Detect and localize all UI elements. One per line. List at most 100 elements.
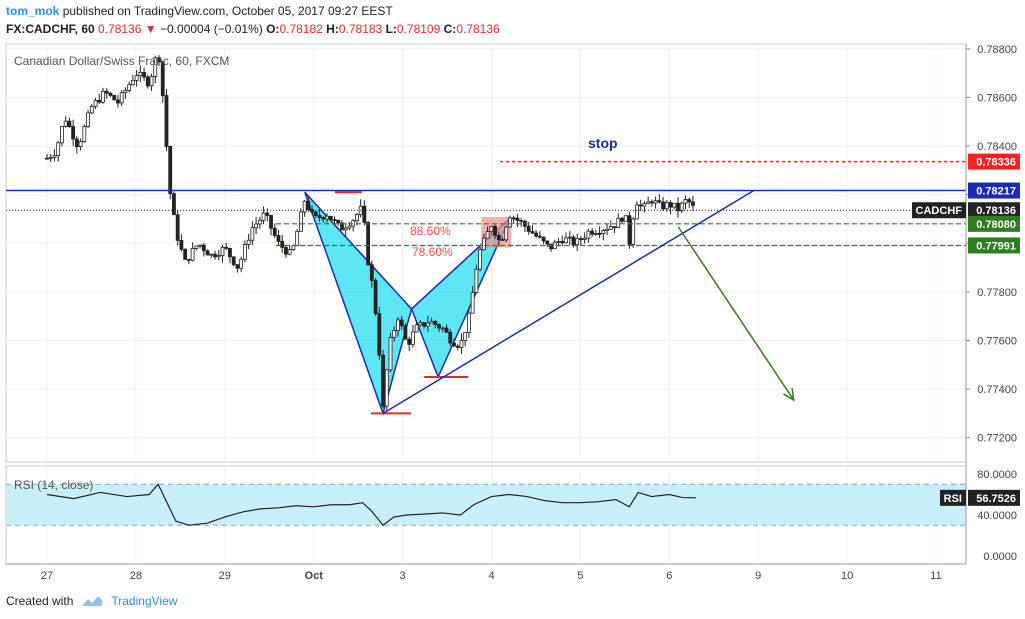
candle-body <box>657 200 662 203</box>
x-tick-label: Oct <box>305 570 324 582</box>
candle-body <box>418 322 423 326</box>
candle-body <box>224 246 229 249</box>
price-change: −0.00004 (−0.01%) <box>160 22 263 36</box>
candle-body <box>183 248 188 260</box>
candle-body <box>190 248 195 261</box>
candle-body <box>564 237 568 244</box>
candle-body <box>130 79 135 86</box>
candle-body <box>257 219 262 225</box>
last-price: 0.78136 <box>98 22 142 36</box>
candle-body <box>89 105 94 114</box>
tag-last: 0.78136 <box>976 205 1016 217</box>
candle-body <box>310 209 314 213</box>
candle-body <box>440 327 445 330</box>
tradingview-logo-icon <box>82 596 103 606</box>
created-with-text: Created with <box>6 594 74 608</box>
x-tick-label: 9 <box>755 570 761 582</box>
candle-body <box>623 215 628 222</box>
candle-body <box>336 219 341 224</box>
candle-body <box>325 215 329 220</box>
y-tick-label: 0.77400 <box>977 384 1017 396</box>
y-tick-label: 0.78400 <box>977 141 1017 153</box>
down-triangle-icon: ▼ <box>144 22 157 36</box>
candle-body <box>60 126 64 144</box>
tag-rsi: 56.7526 <box>976 493 1016 505</box>
candle-body <box>116 99 120 104</box>
tag-symbol: CADCHF <box>916 205 963 217</box>
candle-body <box>605 228 609 231</box>
x-tick-label: 11 <box>930 570 941 582</box>
candle-body <box>549 243 553 250</box>
high-label: H: <box>326 22 339 36</box>
candle-body <box>149 76 154 87</box>
candle-body <box>519 220 524 222</box>
tag-resistance-bg <box>968 182 1020 199</box>
candle-body <box>242 244 247 260</box>
candle-body <box>198 244 202 247</box>
fib-886-label: 88.60% <box>410 224 451 238</box>
candle-body <box>67 120 72 127</box>
tag-fib1: 0.78080 <box>976 219 1016 231</box>
candle-body <box>474 268 479 293</box>
candle-body <box>48 156 53 159</box>
candle-body <box>235 264 240 269</box>
candle-body <box>246 239 251 245</box>
candle-body <box>381 354 385 407</box>
low-value: 0.78109 <box>396 22 441 36</box>
x-tick-label: 28 <box>130 570 142 582</box>
candle-body <box>145 76 150 87</box>
candle-body <box>328 215 333 221</box>
close-value: 0.78136 <box>456 22 500 36</box>
candle-body <box>425 322 430 327</box>
y-tick-label: 0.78600 <box>977 92 1017 104</box>
candle-body <box>392 330 397 338</box>
price-lines <box>6 160 966 247</box>
publish-line: tom_mok published on TradingView.com, Oc… <box>6 4 393 18</box>
candle-body <box>444 327 449 333</box>
author-link[interactable]: tom_mok <box>6 4 60 18</box>
symbol-label: FX:CADCHF, 60 <box>6 22 95 36</box>
candle-body <box>403 325 408 340</box>
tradingview-link[interactable]: TradingView <box>111 594 178 608</box>
candle-body <box>545 240 550 245</box>
candle-body <box>485 231 490 239</box>
candle-body <box>254 223 258 229</box>
candle-body <box>231 256 236 266</box>
tag-rsi-name: RSI <box>944 493 962 505</box>
candle-body <box>175 214 180 241</box>
candle-body <box>511 217 516 220</box>
candle-body <box>186 258 191 261</box>
candle-body <box>646 201 651 204</box>
footer: Created with TradingView <box>6 594 177 608</box>
candle-body <box>153 57 158 77</box>
candle-body <box>515 217 520 221</box>
candle-body <box>676 202 680 212</box>
candle-body <box>601 230 606 234</box>
candle-body <box>481 237 486 251</box>
tag-resistance: 0.78217 <box>976 186 1016 198</box>
candle-body <box>74 138 79 147</box>
candle-body <box>160 61 165 96</box>
candle-body <box>213 253 217 258</box>
y-tick-label: 0.77800 <box>977 287 1017 299</box>
candle-body <box>157 57 161 63</box>
candle-body <box>123 90 128 94</box>
candle-body <box>209 253 214 256</box>
candle-body <box>377 313 382 356</box>
candle-body <box>287 249 292 255</box>
tag-stop: 0.78336 <box>976 157 1016 169</box>
x-tick-label: 4 <box>488 570 494 582</box>
candle-body <box>119 92 124 104</box>
candle-body <box>672 202 677 208</box>
candle-body <box>108 92 113 96</box>
candle-body <box>653 200 658 204</box>
ohlc-line: FX:CADCHF, 60 0.78136 ▼ −0.00004 (−0.01%… <box>6 22 500 36</box>
candle-body <box>470 292 475 314</box>
candle-body <box>340 222 344 231</box>
candle-body <box>455 345 460 348</box>
tag-stop-bg <box>968 153 1020 170</box>
candle-body <box>504 226 509 241</box>
candle-body <box>608 226 613 230</box>
fib-786-label: 78.60% <box>412 245 453 259</box>
